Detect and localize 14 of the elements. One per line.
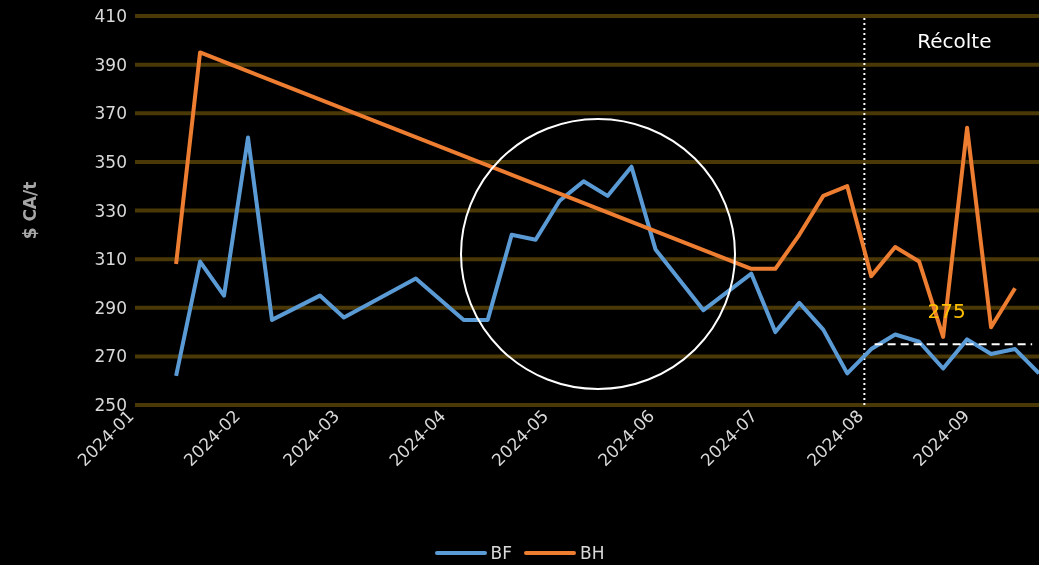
- legend-label: BH: [580, 543, 605, 563]
- y-axis-title: $ CA/t: [20, 181, 41, 240]
- y-tick-label: 370: [94, 103, 127, 124]
- y-tick-label: 270: [94, 346, 127, 367]
- y-tick-label: 390: [94, 54, 127, 75]
- y-tick-label: 410: [94, 6, 127, 27]
- ref-line-label: Récolte: [917, 29, 992, 53]
- legend-label: BF: [490, 543, 512, 563]
- y-tick-label: 330: [94, 200, 127, 221]
- y-tick-label: 290: [94, 297, 127, 318]
- line-series: [174, 135, 1039, 378]
- line-series: [174, 50, 1018, 339]
- y-tick-label: 310: [94, 249, 127, 270]
- y-tick-label: 350: [94, 151, 127, 172]
